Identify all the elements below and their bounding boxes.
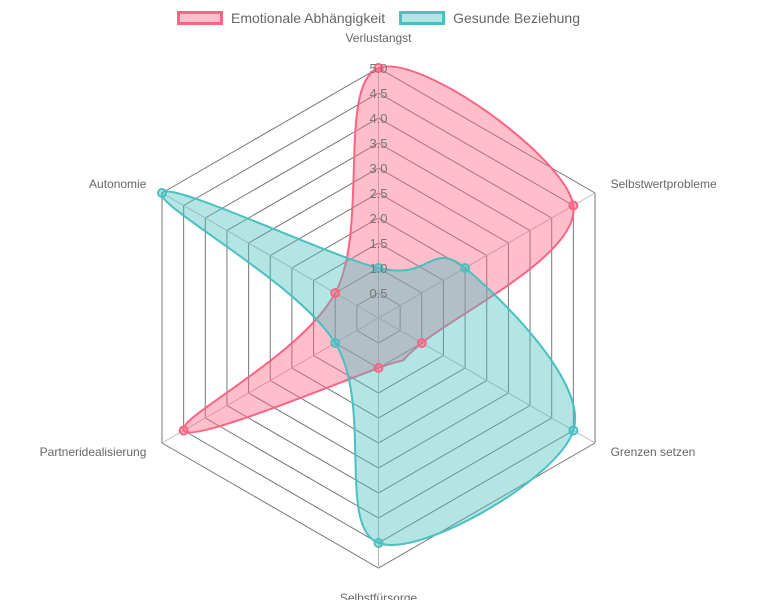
data-point <box>330 338 341 348</box>
legend-label-series-2: Gesunde Beziehung <box>453 10 580 26</box>
data-point <box>373 63 384 73</box>
tick-label: 2.5 <box>369 186 387 201</box>
legend-swatch-series-1 <box>177 11 223 25</box>
data-point <box>178 425 189 436</box>
axis-label: Verlustangst <box>345 31 412 45</box>
data-point <box>568 425 579 436</box>
axis-label: Autonomie <box>89 177 147 191</box>
tick-label: 1.5 <box>369 236 387 251</box>
axis-label: Selbstwertprobleme <box>611 177 717 191</box>
tick-label: 2.0 <box>369 211 387 226</box>
axis-label: Partneridealisierung <box>40 445 147 459</box>
data-point <box>568 200 579 211</box>
data-point <box>460 263 471 273</box>
data-point <box>373 363 384 373</box>
grid-spoke <box>378 317 596 444</box>
data-point <box>416 338 427 348</box>
data-point <box>373 263 384 273</box>
series-points-1 <box>178 63 579 436</box>
chart-legend: Emotionale Abhängigkeit Gesunde Beziehun… <box>0 6 757 30</box>
data-point <box>330 288 341 298</box>
tick-label: 1.0 <box>369 261 387 276</box>
grid-spoke <box>161 317 379 444</box>
legend-item-series-2[interactable]: Gesunde Beziehung <box>399 10 580 26</box>
legend-swatch-series-2 <box>399 11 446 25</box>
data-point <box>373 538 384 548</box>
series-area <box>160 190 577 546</box>
grid-spoke <box>378 192 596 319</box>
series-points-2 <box>156 188 579 548</box>
tick-label: 0.5 <box>369 286 387 301</box>
axis-label: Selbstfürsorge <box>340 591 418 600</box>
tick-label: 4.5 <box>369 86 387 101</box>
data-point <box>156 188 167 198</box>
tick-label: 5.0 <box>369 61 387 76</box>
legend-item-series-1[interactable]: Emotionale Abhängigkeit <box>177 10 385 26</box>
tick-label: 3.0 <box>369 161 387 176</box>
tick-label: 4.0 <box>369 111 387 126</box>
axis-label: Grenzen setzen <box>611 445 696 459</box>
series-2 <box>160 190 577 546</box>
legend-label-series-1: Emotionale Abhängigkeit <box>231 10 386 26</box>
tick-label: 3.5 <box>369 136 387 151</box>
grid-spoke <box>161 192 379 319</box>
